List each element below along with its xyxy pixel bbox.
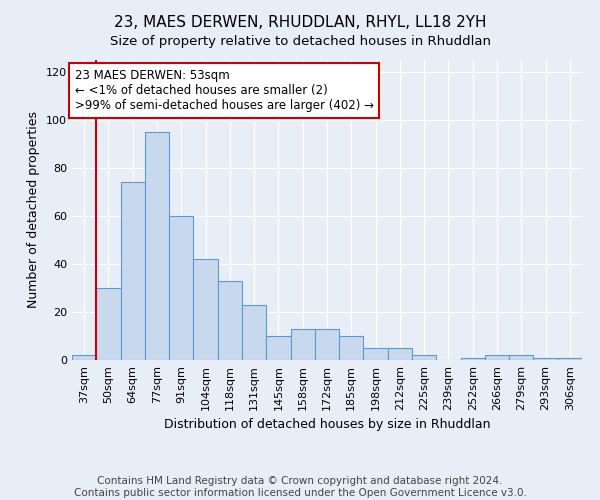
Bar <box>558 358 582 360</box>
Text: Contains HM Land Registry data © Crown copyright and database right 2024.
Contai: Contains HM Land Registry data © Crown c… <box>74 476 526 498</box>
Bar <box>533 358 558 360</box>
Bar <box>121 182 145 360</box>
Bar <box>485 355 509 360</box>
Bar <box>96 288 121 360</box>
Bar <box>193 259 218 360</box>
Bar <box>145 132 169 360</box>
Bar <box>315 329 339 360</box>
Text: Size of property relative to detached houses in Rhuddlan: Size of property relative to detached ho… <box>110 35 491 48</box>
Bar <box>461 358 485 360</box>
Bar <box>290 329 315 360</box>
Text: 23 MAES DERWEN: 53sqm
← <1% of detached houses are smaller (2)
>99% of semi-deta: 23 MAES DERWEN: 53sqm ← <1% of detached … <box>74 69 374 112</box>
Bar <box>364 348 388 360</box>
Bar <box>218 281 242 360</box>
Bar <box>388 348 412 360</box>
Y-axis label: Number of detached properties: Number of detached properties <box>28 112 40 308</box>
Bar <box>266 336 290 360</box>
Bar <box>509 355 533 360</box>
Bar <box>412 355 436 360</box>
Bar <box>169 216 193 360</box>
X-axis label: Distribution of detached houses by size in Rhuddlan: Distribution of detached houses by size … <box>164 418 490 432</box>
Bar <box>242 305 266 360</box>
Text: 23, MAES DERWEN, RHUDDLAN, RHYL, LL18 2YH: 23, MAES DERWEN, RHUDDLAN, RHYL, LL18 2Y… <box>114 15 486 30</box>
Bar <box>72 355 96 360</box>
Bar <box>339 336 364 360</box>
